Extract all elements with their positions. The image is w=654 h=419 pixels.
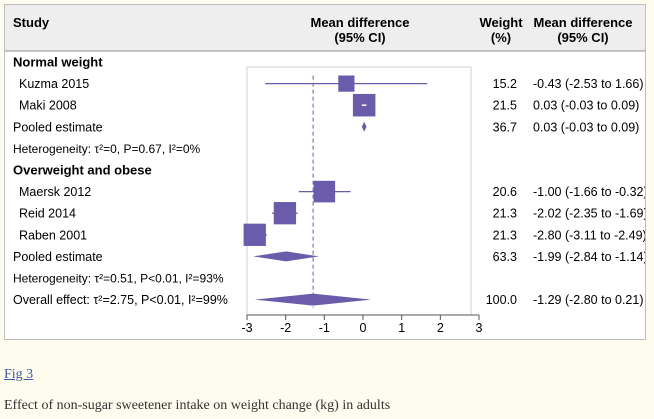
overall-diamond [254,293,372,306]
ci-value: 0.03 (-0.03 to 0.09) [533,120,639,134]
header-md-col-line1: Mean difference [534,15,633,30]
study-label: Raben 2001 [19,228,87,242]
x-tick-label: 1 [398,321,405,335]
forest-plot: Study Mean difference (95% CI) Weight (%… [5,5,648,335]
weight-value: 21.5 [493,99,517,113]
x-tick-label: 2 [437,321,444,335]
weight-value: 15.2 [493,77,517,91]
ci-value: -2.02 (-2.35 to -1.69) [533,207,645,221]
study-label: Maki 2008 [19,99,77,113]
header-weight-line1: Weight [479,15,523,30]
x-tick-label: 0 [360,321,367,335]
group-label: Normal weight [13,55,103,70]
study-marker [313,180,336,203]
x-tick-label: -3 [241,321,252,335]
study-label: Maersk 2012 [19,185,91,199]
header-weight-line2: (%) [491,30,511,45]
x-tick-label: -1 [319,321,330,335]
weight-value: 21.3 [493,207,517,221]
ci-value: -2.80 (-3.11 to -2.49) [533,228,645,242]
pooled-diamond [253,251,319,262]
study-marker [338,75,355,92]
overall-label: Overall effect: τ²=2.75, P<0.01, I²=99% [13,293,228,307]
group-label: Overweight and obese [13,163,152,178]
header-band [5,5,645,51]
ci-value: -1.00 (-1.66 to -0.32) [533,185,645,199]
header-md-line1: Mean difference [311,15,410,30]
x-tick-label: 3 [476,321,483,335]
ci-value: -1.29 (-2.80 to 0.21) [533,293,643,307]
header-study: Study [13,15,50,30]
figure-link[interactable]: Fig 3 [4,367,34,382]
study-marker [273,202,297,225]
heterogeneity-label: Heterogeneity: τ²=0, P=0.67, I²=0% [13,142,201,156]
weight-value: 36.7 [493,120,517,134]
x-axis: -3 -2 -1 0 1 2 3 [241,314,483,335]
ci-value: -0.43 (-2.53 to 1.66) [533,77,643,91]
heterogeneity-label: Heterogeneity: τ²=0.51, P<0.01, I²=93% [13,272,224,286]
study-label: Reid 2014 [19,207,76,221]
x-tick-label: -2 [280,321,291,335]
forest-plot-figure: Study Mean difference (95% CI) Weight (%… [4,4,648,340]
weight-value: 63.3 [493,250,517,264]
ci-value: 0.03 (-0.03 to 0.09) [533,99,639,113]
figure-caption: Effect of non-sugar sweetener intake on … [4,398,391,413]
ci-value: -1.99 (-2.84 to -1.14) [533,250,645,264]
pooled-diamond [361,121,367,132]
forest-rows: Normal weight Kuzma 2015 15.2 -0.43 (-2.53 … [13,55,648,308]
pooled-label: Pooled estimate [13,250,103,264]
weight-value: 100.0 [486,293,517,307]
weight-value: 21.3 [493,228,517,242]
header-md-col-line2: (95% CI) [557,30,608,45]
header-md-line2: (95% CI) [334,30,385,45]
study-marker [243,223,266,246]
weight-value: 20.6 [493,185,517,199]
pooled-label: Pooled estimate [13,120,103,134]
study-label: Kuzma 2015 [19,77,89,91]
